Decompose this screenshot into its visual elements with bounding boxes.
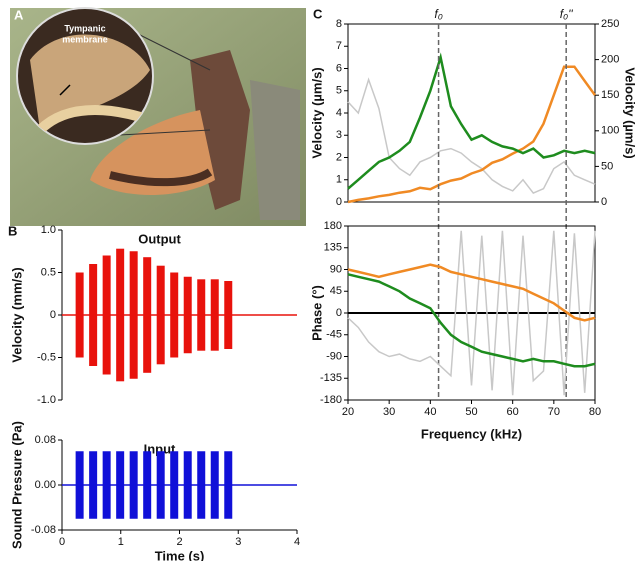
y2-tick-label: 200 — [601, 54, 619, 66]
y2-tick-label: 250 — [601, 18, 619, 30]
x-tick-label: 1 — [118, 536, 124, 548]
chart-title: Output — [138, 231, 181, 246]
y-tick-label: 3 — [336, 129, 342, 141]
x-tick-label: 4 — [294, 536, 300, 548]
series-line — [348, 57, 595, 188]
y-label: Velocity (mm/s) — [9, 267, 24, 362]
y-tick-label: 6 — [336, 62, 342, 74]
page: Tympanic membrane A B C -1.0 -0.5 0 0.5 1.0 O… — [0, 0, 637, 566]
figure: Tympanic membrane A B C -1.0 -0.5 0 0.5 1.0 O… — [0, 0, 637, 561]
y-tick-label: -45 — [326, 329, 342, 341]
burst — [157, 266, 165, 365]
burst — [224, 451, 232, 519]
y-tick-label: -180 — [320, 394, 342, 406]
x-tick-label: 3 — [235, 536, 241, 548]
x-tick-label: 60 — [507, 406, 519, 418]
x-tick-label: 50 — [465, 406, 477, 418]
burst — [170, 451, 178, 519]
burst — [211, 279, 219, 350]
f0-label: f₀ — [434, 7, 442, 21]
y-label: Phase (°) — [309, 285, 324, 341]
x-tick-label: 80 — [589, 406, 601, 418]
y-tick-label: 90 — [330, 263, 342, 275]
burst — [116, 249, 124, 382]
y-tick-label: 0.5 — [41, 266, 56, 278]
x-tick-label: 0 — [59, 536, 65, 548]
x-tick-label: 40 — [424, 406, 436, 418]
burst — [170, 273, 178, 358]
x-tick-label: 70 — [548, 406, 560, 418]
y-tick-label: -135 — [320, 372, 342, 384]
y-tick-label: 0 — [336, 307, 342, 319]
y-tick-label: 45 — [330, 285, 342, 297]
y-tick-label: 1.0 — [41, 224, 56, 236]
y-tick-label: -0.5 — [37, 351, 56, 363]
burst — [184, 451, 192, 519]
x-tick-label: 2 — [176, 536, 182, 548]
y-tick-label: -0.08 — [31, 524, 56, 536]
y-tick-label: 0.08 — [35, 434, 56, 446]
burst — [116, 451, 124, 519]
y2-tick-label: 50 — [601, 160, 613, 172]
x-tick-label: 30 — [383, 406, 395, 418]
photo — [10, 8, 306, 226]
y-label: Velocity (µm/s) — [309, 67, 324, 158]
burst — [197, 451, 205, 519]
y-tick-label: -90 — [326, 350, 342, 362]
y-label: Sound Pressure (Pa) — [9, 421, 24, 549]
y-tick-label: 0 — [336, 196, 342, 208]
panel-letter: B — [8, 223, 17, 238]
y-tick-label: -1.0 — [37, 394, 56, 406]
burst — [130, 451, 138, 519]
burst — [143, 451, 151, 519]
panel-letter: C — [313, 6, 323, 21]
y2-tick-label: 150 — [601, 89, 619, 101]
y-tick-label: 180 — [324, 220, 342, 232]
x-label: Frequency (kHz) — [421, 426, 522, 441]
burst — [76, 451, 84, 519]
burst — [103, 256, 111, 375]
burst — [211, 451, 219, 519]
y-tick-label: 0 — [50, 309, 56, 321]
y-tick-label: 1 — [336, 174, 342, 186]
y-tick-label: 135 — [324, 242, 342, 254]
y-tick-label: 0.00 — [35, 479, 56, 491]
burst — [130, 251, 138, 379]
burst — [157, 451, 165, 519]
y-tick-label: 7 — [336, 40, 342, 52]
panel-letter: A — [14, 7, 24, 22]
photo-label: membrane — [62, 34, 108, 44]
burst — [143, 257, 151, 373]
burst — [184, 277, 192, 354]
plot-frame — [348, 24, 595, 202]
burst — [197, 279, 205, 350]
y2-tick-label: 0 — [601, 196, 607, 208]
burst — [224, 281, 232, 349]
photo-label: Tympanic — [64, 23, 105, 33]
y-tick-label: 8 — [336, 18, 342, 30]
y-tick-label: 4 — [336, 107, 342, 119]
series-line — [348, 80, 595, 194]
f0-label: f₀'' — [560, 7, 574, 21]
y-tick-label: 2 — [336, 151, 342, 163]
y-tick-label: 5 — [336, 85, 342, 97]
x-tick-label: 20 — [342, 406, 354, 418]
x-label: Time (s) — [155, 548, 205, 561]
y2-tick-label: 100 — [601, 125, 619, 137]
burst — [76, 273, 84, 358]
y2-label: Velocity (µm/s) — [623, 67, 637, 158]
burst — [89, 451, 97, 519]
burst — [103, 451, 111, 519]
burst — [89, 264, 97, 366]
